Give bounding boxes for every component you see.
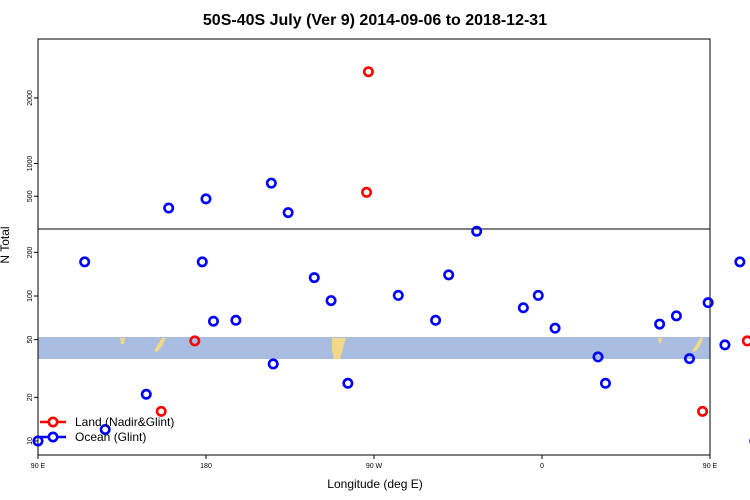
data-point: [517, 302, 529, 314]
data-point: [361, 186, 373, 198]
data-point: [392, 289, 404, 301]
land-shading: [120, 338, 703, 359]
data-point: [741, 335, 750, 347]
data-point: [325, 295, 337, 307]
x-tick-label: 90 E: [703, 463, 718, 470]
y-tick-label: 200: [27, 246, 34, 258]
data-point: [362, 66, 374, 78]
data-points: [32, 66, 750, 447]
plot-border: [37, 38, 711, 456]
data-point: [230, 314, 242, 326]
y-axis: 500 1000 2000 10 20 50 100 200: [27, 90, 38, 445]
legend-marker: [47, 416, 59, 428]
band-rect: [38, 337, 710, 359]
data-point: [189, 335, 201, 347]
x-axis: 90 E 180 90 W 0 90 E: [31, 455, 718, 470]
legend-marker: [47, 431, 59, 443]
data-point: [155, 405, 167, 417]
data-point: [719, 339, 731, 351]
x-tick-label: 90 W: [366, 463, 383, 470]
data-point: [308, 272, 320, 284]
data-point: [443, 269, 455, 281]
land-shape: [332, 338, 346, 359]
sounding-band: [38, 337, 710, 359]
land-shape: [692, 338, 703, 352]
y-axis-label: N Total: [0, 226, 12, 263]
data-point: [99, 423, 111, 435]
data-point: [430, 314, 442, 326]
plot-frame: [37, 38, 711, 456]
data-point: [265, 177, 277, 189]
y-tick-label: 1000: [27, 156, 34, 172]
data-point: [734, 256, 746, 268]
y-tick-label: 500: [27, 190, 34, 202]
y-tick-label: 2000: [27, 90, 34, 106]
data-point: [140, 388, 152, 400]
data-point: [471, 225, 483, 237]
y-tick-label: 100: [27, 290, 34, 302]
data-point: [532, 289, 544, 301]
x-tick-label: 90 E: [31, 463, 46, 470]
chart-title: 50S-40S July (Ver 9) 2014-09-06 to 2018-…: [203, 12, 547, 29]
data-point: [654, 318, 666, 330]
data-point: [549, 322, 561, 334]
legend: Land (Nadir&Glint)Ocean (Glint): [40, 415, 174, 444]
data-point: [683, 353, 695, 365]
land-shape: [120, 338, 125, 344]
y-tick-label: 50: [27, 336, 34, 344]
legend-label: Land (Nadir&Glint): [75, 415, 174, 429]
x-tick-label: 180: [200, 463, 212, 470]
data-point: [32, 435, 44, 447]
x-tick-label: 0: [540, 463, 544, 470]
data-point: [163, 202, 175, 214]
data-point: [599, 377, 611, 389]
y-tick-label: 10: [27, 437, 34, 445]
data-point: [702, 297, 714, 309]
land-shape: [154, 338, 166, 352]
land-shape: [658, 338, 662, 343]
x-axis-label: Longitude (deg E): [327, 477, 422, 491]
data-point: [670, 310, 682, 322]
data-point: [196, 256, 208, 268]
data-point: [267, 358, 279, 370]
legend-label: Ocean (Glint): [75, 430, 146, 444]
data-point: [79, 256, 91, 268]
y-tick-label: 20: [27, 393, 34, 401]
data-point: [200, 193, 212, 205]
data-point: [207, 315, 219, 327]
data-point: [282, 207, 294, 219]
data-point: [697, 405, 709, 417]
data-point: [342, 377, 354, 389]
data-point: [592, 351, 604, 363]
